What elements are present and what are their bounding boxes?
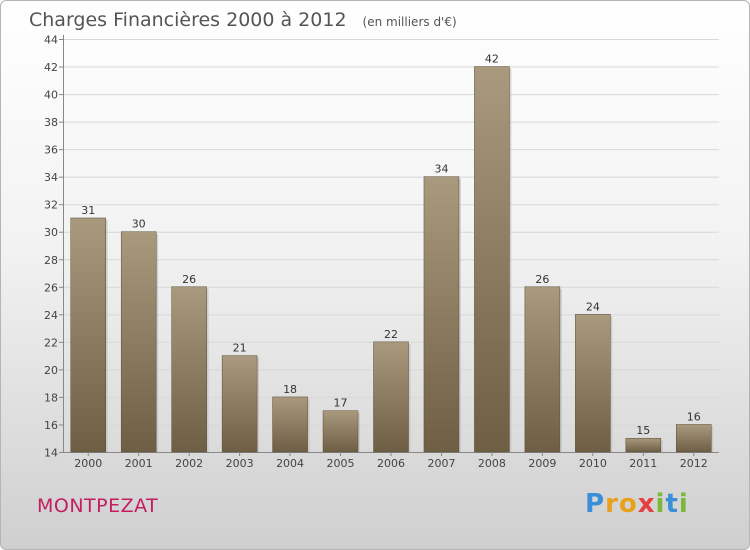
- y-tick-label: 18: [44, 391, 58, 404]
- bar: [322, 410, 359, 453]
- y-tick-label: 22: [44, 336, 58, 349]
- y-tick-labels: 14 16 18 20 22 24 26 28 30 32 34 36 38 40 42 44: [44, 34, 58, 460]
- x-tick-label: 2010: [579, 457, 607, 470]
- unit-note: (en milliers d'€): [362, 15, 457, 29]
- value-label: 21: [233, 342, 247, 355]
- value-label: 26: [182, 273, 196, 286]
- bar: [221, 355, 258, 453]
- value-label: 34: [434, 163, 448, 176]
- y-tick-label: 28: [44, 254, 58, 267]
- y-tick-label: 26: [44, 281, 58, 294]
- x-tick-label: 2003: [226, 457, 254, 470]
- value-label: 30: [132, 218, 146, 231]
- y-tick-label: 38: [44, 116, 58, 129]
- y-tick-label: 42: [44, 61, 58, 74]
- value-label: 42: [485, 53, 499, 66]
- logo-letter: o: [618, 489, 638, 519]
- y-tick-label: 16: [44, 419, 58, 432]
- x-tick-label: 2000: [74, 457, 102, 470]
- value-label: 16: [687, 410, 701, 423]
- bar: [171, 286, 207, 453]
- x-tick-labels: 2000 2001 2002 2003 2004 2005 2006 2007 2008 2009…: [74, 452, 708, 470]
- logo-letter: i: [655, 489, 666, 519]
- y-tick-label: 24: [44, 309, 58, 322]
- y-tick-label: 44: [44, 34, 58, 47]
- y-tick-label: 20: [44, 364, 58, 377]
- value-label: 18: [283, 383, 297, 396]
- x-tick-label: 2008: [478, 457, 506, 470]
- bar: [272, 396, 308, 453]
- logo-letter: t: [665, 489, 679, 519]
- y-tick-label: 30: [44, 226, 58, 239]
- bar: [676, 424, 712, 453]
- bar: [120, 231, 157, 453]
- x-tick-label: 2006: [377, 457, 405, 470]
- logo-letter: i: [678, 489, 689, 519]
- x-tick-label: 2004: [276, 457, 304, 470]
- y-tick-label: 40: [44, 89, 58, 102]
- y-tick-label: 36: [44, 144, 58, 157]
- title-text: Charges Financières 2000 à 2012: [29, 9, 347, 31]
- value-label: 31: [81, 204, 95, 217]
- value-label: 24: [586, 300, 600, 313]
- x-tick-label: 2012: [680, 457, 708, 470]
- bar: [575, 314, 611, 453]
- x-tick-label: 2002: [175, 457, 203, 470]
- x-tick-label: 2009: [528, 457, 556, 470]
- bar: [625, 437, 662, 453]
- logo-letter: P: [585, 489, 606, 519]
- x-tick-label: 2005: [327, 457, 355, 470]
- commune-name: MONTPEZAT: [37, 495, 159, 517]
- value-label: 17: [334, 397, 348, 410]
- y-tick-label: 34: [44, 171, 58, 184]
- x-tick-label: 2001: [125, 457, 153, 470]
- bar: [524, 286, 561, 453]
- bar: [70, 217, 106, 453]
- y-tick-label: 32: [44, 199, 58, 212]
- bar: [423, 176, 460, 453]
- bar: [373, 341, 409, 453]
- x-tick-label: 2011: [629, 457, 657, 470]
- value-label: 22: [384, 328, 398, 341]
- proxiti-logo: Proxiti: [585, 489, 689, 519]
- x-tick-label: 2007: [427, 457, 455, 470]
- logo-letter: x: [637, 489, 656, 519]
- value-label: 26: [535, 273, 549, 286]
- value-label: 15: [636, 424, 650, 437]
- bar: [474, 66, 510, 453]
- value-labels: 31 30 26 21 18 17 22 34 42 26 24 15 16: [81, 53, 701, 438]
- chart-title: Charges Financières 2000 à 2012 (en milli…: [29, 9, 457, 31]
- bars: [70, 66, 714, 453]
- y-tick-label: 14: [44, 447, 58, 460]
- logo-letter: r: [605, 489, 619, 519]
